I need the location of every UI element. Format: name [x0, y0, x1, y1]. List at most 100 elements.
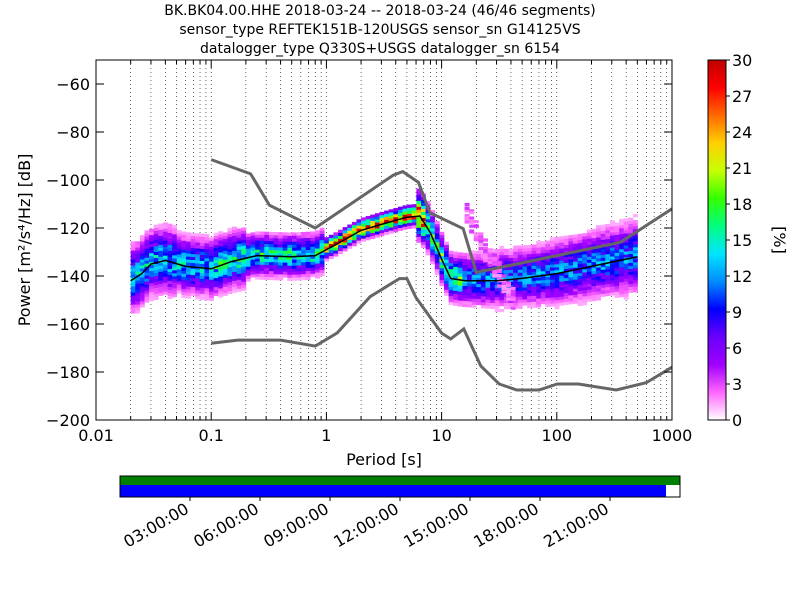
heatmap-cell: [416, 227, 422, 231]
heatmap-cell: [420, 223, 426, 227]
heatmap-cell: [586, 238, 592, 242]
heatmap-cell: [268, 264, 274, 269]
heatmap-cell: [172, 291, 178, 295]
heatmap-cell: [591, 297, 597, 302]
heatmap-cell: [568, 298, 574, 302]
heatmap-cell: [167, 241, 173, 245]
heatmap-cell: [190, 244, 196, 249]
heatmap-cell: [310, 237, 316, 241]
heatmap-cell: [609, 286, 615, 290]
heatmap-cell: [499, 248, 505, 253]
heatmap-cell: [365, 215, 371, 220]
heatmap-cell: [471, 256, 477, 260]
heatmap-cell: [478, 232, 484, 236]
heatmap-cell: [591, 231, 597, 236]
heatmap-cell: [420, 214, 426, 218]
heatmap-cell: [347, 230, 353, 234]
heatmap-cell: [158, 241, 164, 245]
heatmap-cell: [135, 298, 141, 302]
heatmap-cell: [236, 246, 242, 250]
heatmap-cell: [467, 295, 472, 299]
heatmap-cell: [420, 199, 426, 203]
heatmap-cell: [222, 265, 228, 269]
heatmap-cell: [172, 258, 178, 262]
heatmap-cell: [478, 235, 484, 239]
heatmap-cell: [199, 254, 205, 258]
heatmap-cell: [374, 225, 380, 229]
heatmap-cell: [513, 254, 519, 258]
heatmap-cell: [222, 238, 228, 242]
heatmap-cell: [287, 250, 293, 254]
heatmap-cell: [397, 227, 403, 231]
heatmap-cell: [536, 295, 542, 299]
heatmap-cell: [296, 250, 302, 254]
heatmap-cell: [609, 220, 615, 224]
heatmap-cell: [554, 272, 560, 277]
heatmap-cell: [393, 216, 399, 221]
heatmap-cell: [176, 281, 182, 285]
heatmap-cell: [388, 224, 394, 228]
heatmap-cell: [531, 256, 537, 260]
heatmap-cell: [144, 278, 150, 282]
heatmap-cell: [172, 234, 178, 238]
heatmap-cell: [457, 273, 463, 277]
heatmap-cell: [384, 222, 390, 226]
heatmap-cell: [605, 283, 611, 288]
heatmap-cell: [158, 274, 164, 278]
heatmap-cell: [480, 299, 486, 303]
heatmap-cell: [255, 243, 261, 247]
heatmap-cell: [609, 283, 615, 287]
heatmap-cell: [503, 299, 509, 304]
heatmap-cell: [328, 246, 334, 251]
heatmap-cell: [162, 252, 168, 256]
heatmap-cell: [195, 263, 201, 267]
heatmap-cell: [462, 261, 468, 266]
heatmap-cell: [462, 264, 468, 269]
heatmap-cell: [259, 270, 265, 274]
heatmap-cell: [550, 252, 555, 256]
heatmap-cell: [245, 275, 251, 279]
heatmap-cell: [130, 241, 136, 245]
heatmap-cell: [632, 241, 638, 245]
heatmap-cell: [494, 282, 500, 286]
heatmap-cell: [314, 245, 320, 249]
heatmap-cell: [130, 253, 136, 257]
heatmap-cell: [361, 226, 366, 230]
heatmap-cell: [623, 293, 629, 297]
heatmap-cell: [130, 271, 136, 275]
heatmap-cell: [162, 270, 168, 274]
heatmap-cell: [540, 291, 546, 296]
heatmap-cell: [462, 276, 468, 281]
heatmap-cell: [586, 262, 592, 266]
heatmap-cell: [324, 243, 330, 247]
heatmap-cell: [563, 265, 569, 269]
title-line-2: sensor_type REFTEK151B-120USGS sensor_sn…: [179, 22, 581, 38]
heatmap-cell: [374, 216, 380, 220]
heatmap-cell: [632, 274, 638, 278]
heatmap-cell: [517, 299, 523, 303]
heatmap-cell: [480, 275, 486, 279]
heatmap-cell: [149, 252, 155, 257]
heatmap-cell: [227, 233, 233, 238]
heatmap-cell: [476, 274, 482, 279]
heatmap-cell: [471, 253, 477, 257]
heatmap-cell: [209, 264, 214, 268]
heatmap-cell: [139, 277, 145, 281]
heatmap-cell: [568, 259, 574, 263]
heatmap-cell: [388, 230, 394, 234]
heatmap-cell: [195, 248, 201, 252]
heatmap-cell: [273, 262, 279, 266]
heatmap-cell: [448, 289, 454, 294]
heatmap-cell: [430, 246, 436, 250]
heatmap-cell: [149, 255, 155, 260]
heatmap-cell: [236, 279, 242, 283]
heatmap-cell: [499, 251, 505, 256]
heatmap-cell: [623, 230, 629, 234]
heatmap-cell: [185, 268, 191, 272]
heatmap-cell: [490, 290, 496, 295]
heatmap-cell: [485, 284, 491, 288]
heatmap-cell: [232, 265, 237, 269]
heatmap-cell: [153, 281, 159, 285]
heatmap-cell: [545, 291, 551, 295]
